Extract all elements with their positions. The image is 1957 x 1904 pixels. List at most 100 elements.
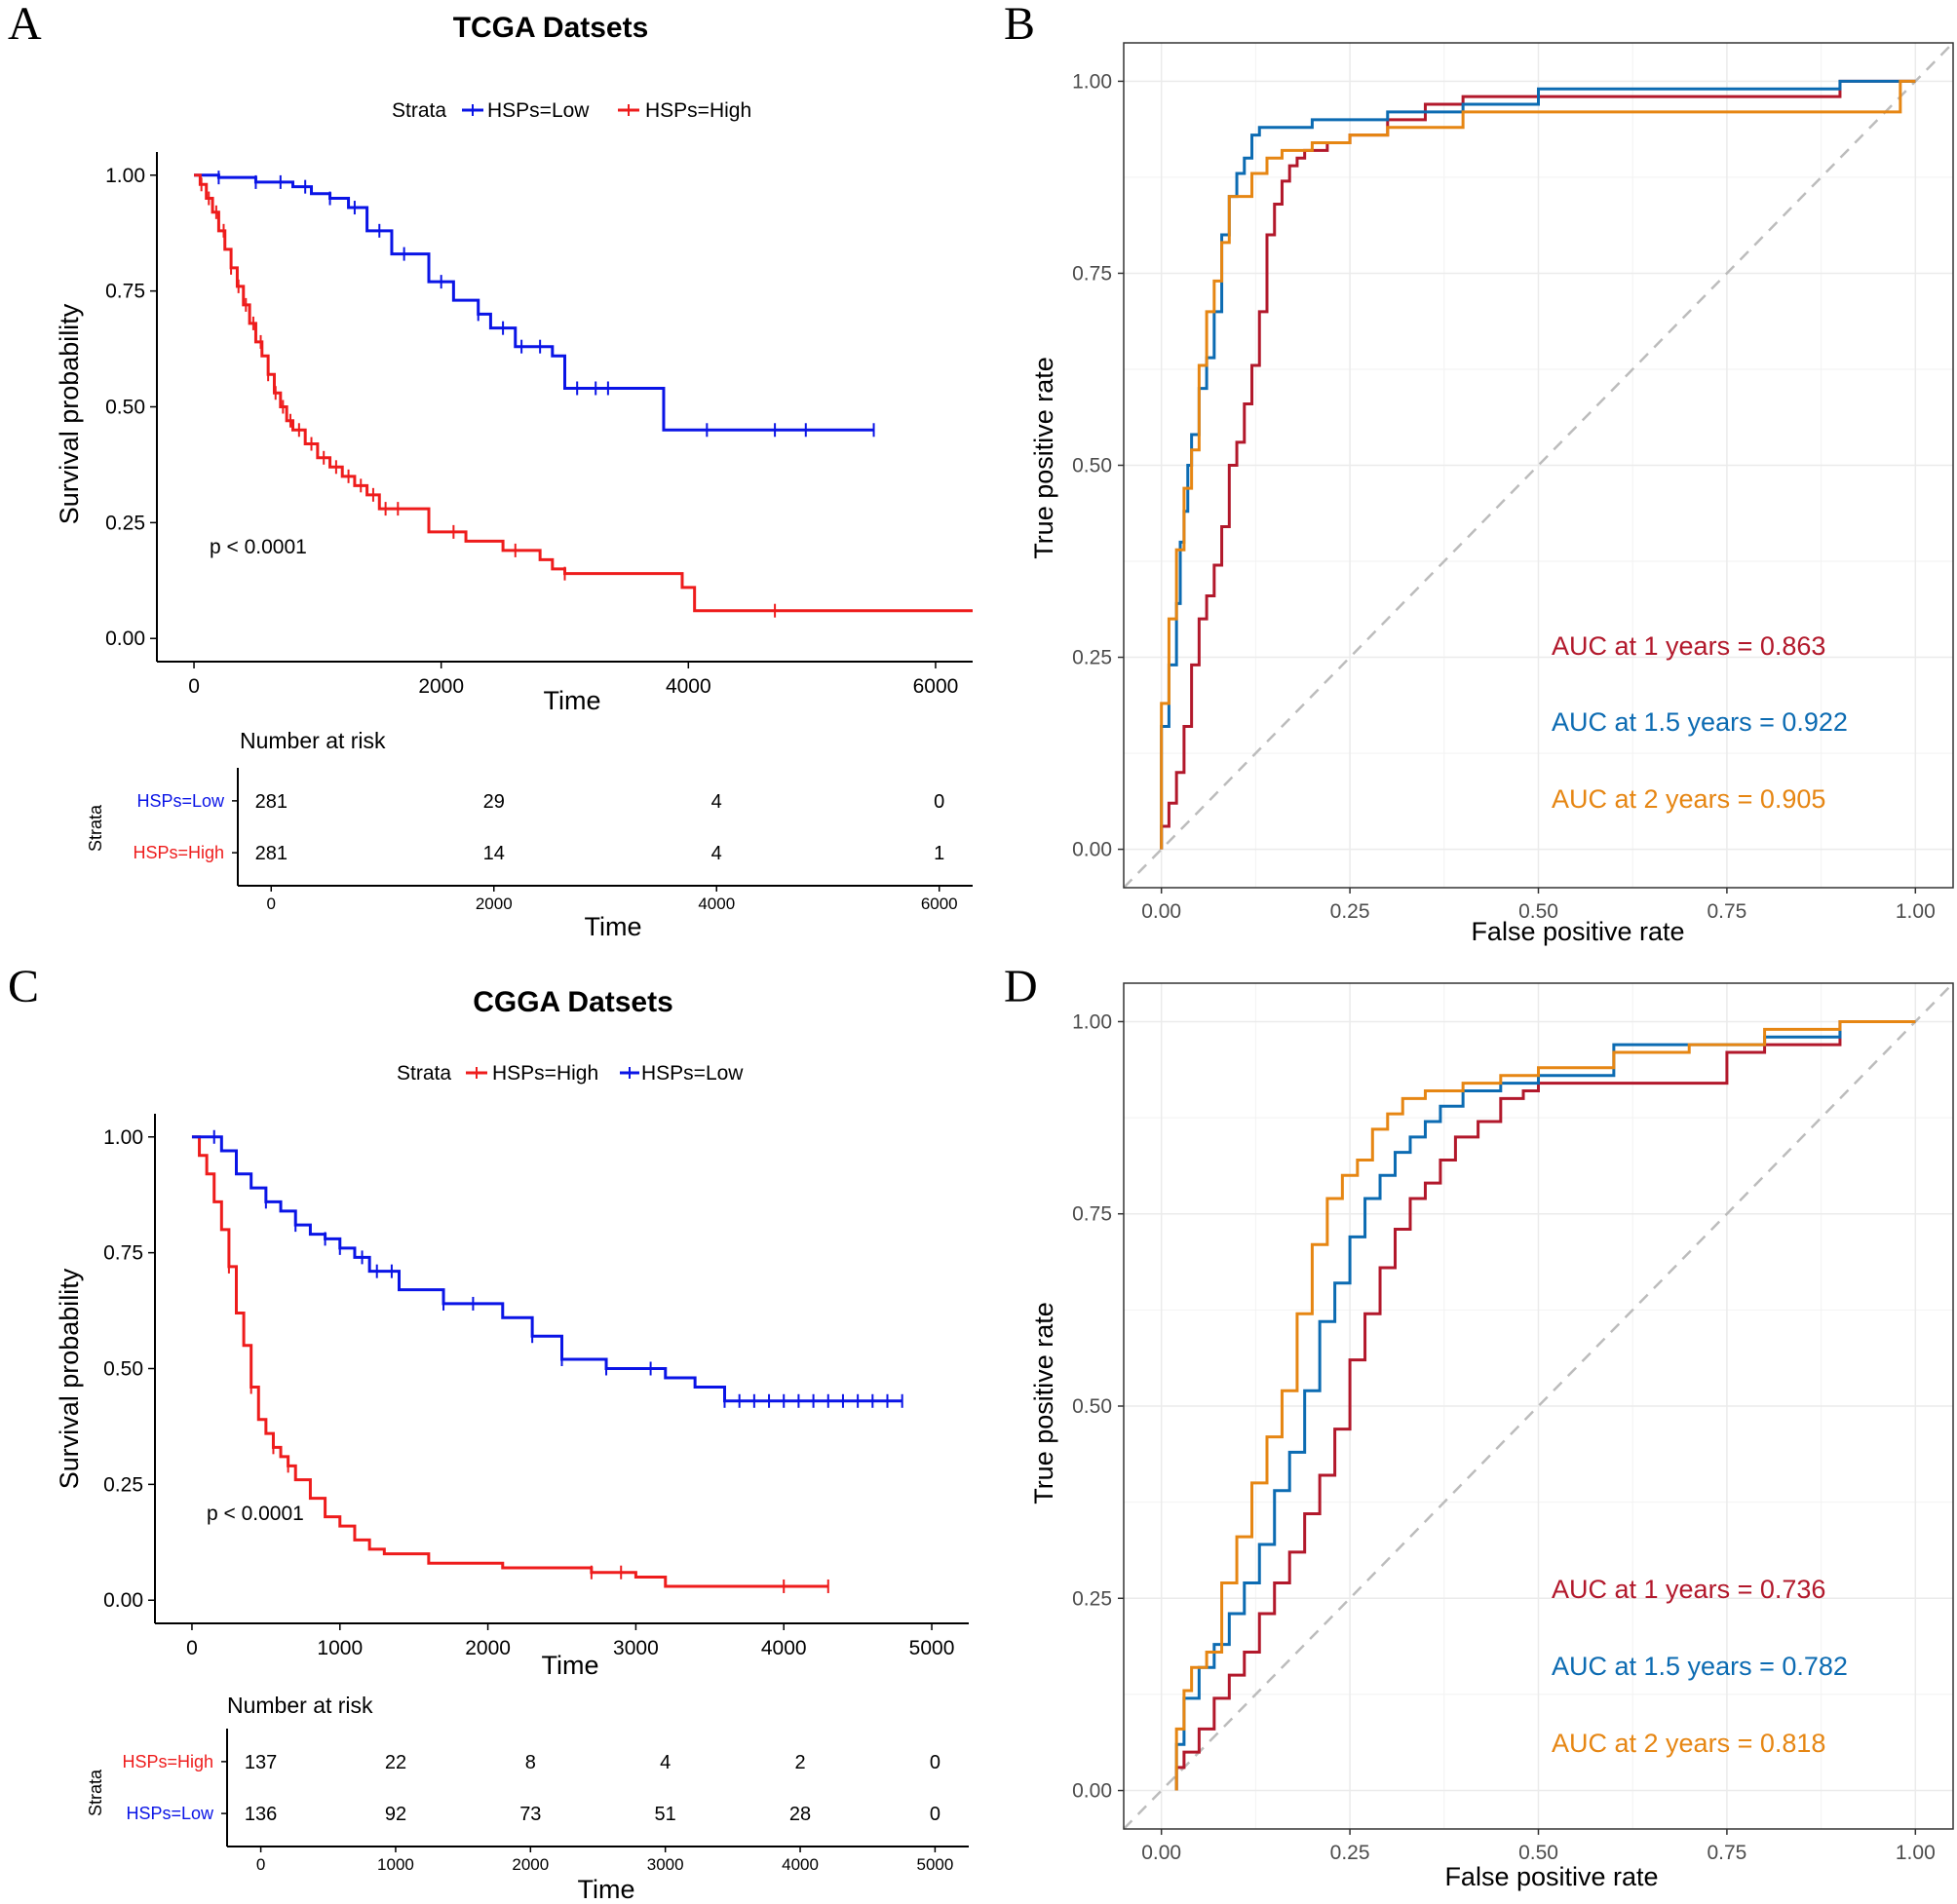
panel-b-y-tick-label: 0.75 [1072,262,1112,285]
panel-c-x-tick-label: 4000 [761,1637,807,1659]
panel-d: 0.00 0.00 0.25 0.25 0.50 0.50 0.75 0.75 1.00 1.00… [1029,982,1954,1891]
panel-c-risk-count: 0 [930,1752,940,1773]
panel-a-risk-count: 281 [255,791,288,813]
panel-c-risk-count: 8 [525,1752,536,1773]
panel-a-risk-x-tick-label: 0 [267,895,276,913]
panel-a-risk-count: 29 [483,791,505,813]
panel-c-legend: Strata HSPs=High HSPs=Low [397,1062,744,1085]
panel-c-plot: 0 1000 2000 3000 4000 5000 0.00 0.25 0.50 0.75 1.0… [103,1114,969,1659]
panel-d-auc-15y: AUC at 1.5 years = 0.782 [1552,1652,1848,1681]
panel-b-roc-curve-2y [1160,79,1916,850]
panel-b-x-tick-label: 0.75 [1707,900,1746,923]
panel-c-risk-x-tick-label: 3000 [647,1855,684,1874]
panel-c-risk-row-label-low: HSPs=Low [126,1804,214,1823]
panel-c-legend-label-high: HSPs=High [492,1062,598,1085]
panel-d-auc-2y: AUC at 2 years = 0.818 [1552,1729,1825,1758]
panel-c-y-tick-label: 0.50 [103,1358,143,1381]
panel-b-auc-15y: AUC at 1.5 years = 0.922 [1552,707,1848,737]
panel-d-ylabel: True positive rate [1029,1302,1058,1504]
panel-d-roc-curve-1y [1174,1019,1916,1791]
panel-c-curve-low [191,1135,902,1403]
panel-c-x-tick-label: 5000 [909,1637,955,1659]
panel-a-pvalue: p < 0.0001 [210,536,307,558]
panel-d-diagonal-reference [1123,982,1954,1830]
panel-c-y-tick-label: 0.25 [103,1473,143,1496]
panel-c-risk-strata-label: Strata [86,1769,105,1816]
panel-a-y-tick-label: 0.50 [105,397,145,419]
panel-b-x-tick-label: 0.50 [1518,900,1558,923]
panel-a-y-tick-label: 0.25 [105,512,145,534]
panel-c-xlabel: Time [542,1651,599,1680]
panel-a-curve-high [194,173,973,613]
panel-c-x-tick-label: 2000 [465,1637,511,1659]
panel-b-auc-1y: AUC at 1 years = 0.863 [1552,631,1825,661]
panel-b: 0.00 0.00 0.25 0.25 0.50 0.50 0.75 0.75 1.00 1.00… [1029,42,1954,946]
panel-c-legend-title: Strata [397,1062,451,1085]
panel-b-ylabel: True positive rate [1029,357,1058,559]
panel-c-risk-x-tick-label: 1000 [377,1855,414,1874]
panel-b-x-tick-label: 1.00 [1896,900,1936,923]
panel-c-risk-count: 51 [655,1804,676,1825]
panel-d-auc-1y: AUC at 1 years = 0.736 [1552,1575,1825,1604]
panel-d-x-tick-label: 0.75 [1707,1842,1746,1864]
panel-a-y-tick-label: 0.00 [105,628,145,650]
panel-c-legend-label-low: HSPs=Low [641,1062,744,1085]
panel-a-risk-x-tick-label: 2000 [476,895,513,913]
panel-a-risk-row-label-low: HSPs=Low [136,791,225,811]
panel-d-y-tick-label: 0.50 [1072,1395,1112,1418]
panel-d-y-tick-label: 0.00 [1072,1780,1112,1803]
panel-b-auc-2y: AUC at 2 years = 0.905 [1552,784,1825,814]
panel-c: CGGA Datsets Strata HSPs=High HSPs=Low 0… [55,986,969,1904]
panel-a-risk-x-tick-label: 4000 [698,895,735,913]
panel-a-risk-row-label-high: HSPs=High [133,843,224,862]
panel-c-risk-row-label-high: HSPs=High [122,1752,213,1771]
panel-c-risk-count: 0 [930,1804,940,1825]
panel-c-risk-count: 22 [385,1752,406,1773]
panel-a-plot: 0 2000 4000 6000 0.00 0.25 0.50 0.75 1.00 [105,152,973,698]
panel-c-risk-count: 28 [789,1804,811,1825]
panel-c-risk-count: 137 [245,1752,277,1773]
panel-d-panel-border [1123,982,1954,1830]
panel-d-roc-curve-15y [1174,1019,1916,1791]
panel-c-risk-table: 0 1000 2000 3000 4000 5000 HSPs=High 137 22 8 4 2 0 H… [122,1729,969,1874]
panel-c-risk-count: 73 [519,1804,541,1825]
panel-a-risk-table: 0 2000 4000 6000 HSPs=Low 281 29 4 0 HSPs=High 281… [133,768,973,913]
panel-c-curve-high [191,1135,828,1588]
panel-a-risk-count: 281 [255,843,288,864]
panel-d-roc-curve-2y [1174,1019,1916,1791]
panel-a-risk-title: Number at risk [240,728,386,753]
panel-a-y-tick-label: 0.75 [105,281,145,303]
panel-d-y-tick-label: 0.75 [1072,1203,1112,1226]
panel-c-risk-xlabel: Time [578,1875,635,1904]
panel-c-ylabel: Survival probability [55,1268,84,1489]
panel-a-x-tick-label: 6000 [913,675,959,698]
panel-a-curve-low [194,173,874,432]
panel-c-x-tick-label: 0 [186,1637,198,1659]
panel-d-x-tick-label: 0.25 [1330,1842,1370,1864]
panel-a-risk-count: 14 [483,843,505,864]
panel-c-risk-count: 2 [794,1752,805,1773]
panel-a-risk-count: 4 [711,791,722,813]
panel-letter-c: C [8,961,39,1012]
panel-c-risk-title: Number at risk [227,1693,373,1718]
panel-c-pvalue: p < 0.0001 [207,1503,304,1525]
panel-c-risk-x-tick-label: 5000 [916,1855,953,1874]
panel-c-x-tick-label: 3000 [613,1637,659,1659]
panel-b-diagonal-reference [1123,42,1954,889]
panel-a-risk-x-tick-label: 6000 [921,895,958,913]
panel-letter-a: A [8,0,42,50]
panel-a-xlabel: Time [544,686,601,715]
panel-d-xlabel: False positive rate [1444,1862,1658,1891]
panel-c-risk-count: 4 [660,1752,671,1773]
panel-letter-b: B [1004,0,1035,50]
panel-a-risk-xlabel: Time [585,912,642,941]
panel-a-title: TCGA Datsets [453,12,649,44]
panel-c-risk-count: 136 [245,1804,277,1825]
panel-a-risk-count: 1 [934,843,944,864]
panel-d-x-tick-label: 0.50 [1518,1842,1558,1864]
panel-b-y-tick-label: 0.25 [1072,647,1112,669]
panel-a-legend-label-high: HSPs=High [645,99,751,122]
panel-d-x-tick-label: 0.00 [1141,1842,1181,1864]
panel-c-risk-count: 92 [385,1804,406,1825]
panel-b-x-tick-label: 0.25 [1330,900,1370,923]
